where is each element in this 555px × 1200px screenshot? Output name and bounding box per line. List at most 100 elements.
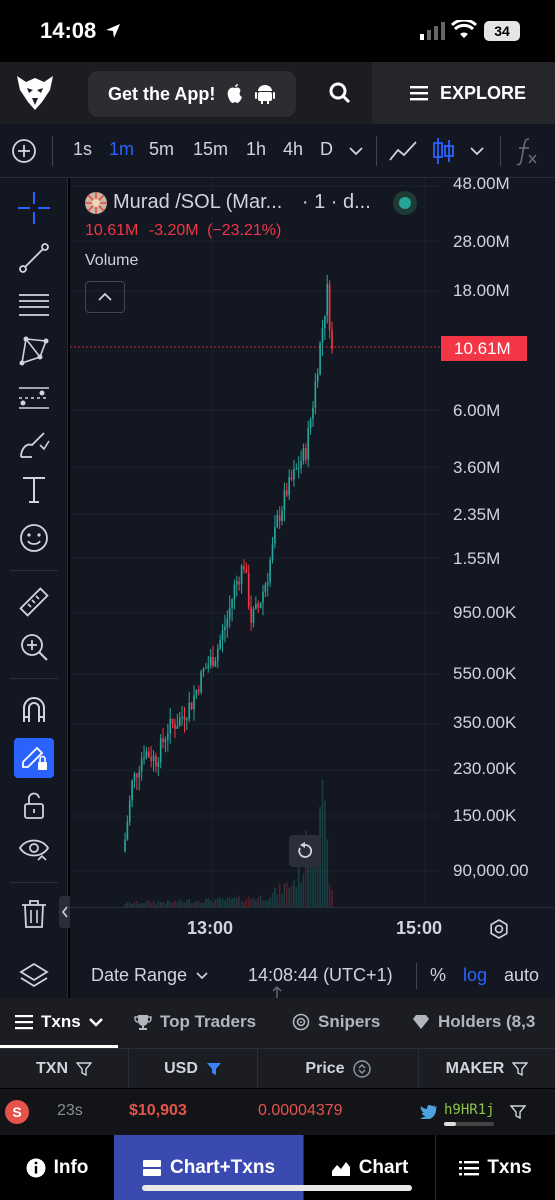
candle-body	[331, 329, 333, 349]
change-percent: (−23.21%)	[207, 222, 282, 239]
x-axis[interactable]	[70, 907, 555, 908]
filter-icon[interactable]	[76, 1061, 92, 1077]
pencil-lock-icon	[22, 746, 47, 770]
crosshair-icon	[18, 192, 50, 224]
forecast-tool[interactable]	[14, 378, 54, 418]
remove-drawings-tool[interactable]	[14, 894, 54, 934]
pattern-tool[interactable]	[14, 331, 54, 371]
percent-scale-toggle[interactable]: %	[430, 965, 447, 985]
zoom-tool[interactable]	[14, 627, 54, 667]
volume-bar	[276, 894, 279, 907]
column-header-price[interactable]: Price	[258, 1049, 419, 1088]
candle-body	[140, 758, 143, 772]
sell-badge: S	[5, 1100, 29, 1124]
column-header-txn[interactable]: TXN	[0, 1049, 129, 1088]
volume-bar	[164, 903, 167, 907]
search-icon[interactable]	[328, 81, 352, 105]
candle-body	[133, 773, 136, 781]
volume-bar	[219, 898, 222, 907]
candle-body	[283, 490, 286, 511]
chart-symbol[interactable]: Murad /SOL (Mar... · 1 · d...	[113, 191, 371, 214]
object-tree-tool[interactable]	[14, 956, 54, 996]
collapse-toolbar-handle[interactable]	[59, 896, 71, 928]
explore-button[interactable]: EXPLORE	[372, 62, 555, 124]
chart-toolbar: 1s 1m 5m 15m 1h 4h D	[0, 124, 555, 178]
candle-body	[328, 284, 331, 330]
interval-1s[interactable]: 1s	[73, 139, 93, 159]
volume-bar	[281, 893, 283, 907]
chart-canvas[interactable]	[70, 178, 555, 998]
auto-scale-toggle[interactable]: auto	[504, 965, 540, 985]
add-symbol-icon[interactable]	[11, 138, 37, 164]
crosshair-tool[interactable]	[14, 188, 54, 228]
clock-timezone[interactable]: 14:08:44 (UTC+1)	[248, 965, 393, 985]
text-icon	[23, 477, 45, 503]
nav-txns[interactable]: Txns	[436, 1135, 555, 1200]
candle-body	[207, 665, 210, 669]
magnet-tool[interactable]	[14, 690, 54, 730]
reset-chart-button[interactable]	[289, 835, 321, 867]
fib-retracement-icon	[19, 294, 49, 316]
indicators-fx-icon[interactable]	[515, 136, 539, 166]
candle-body	[214, 660, 217, 667]
crosshair-target-icon	[292, 1013, 310, 1031]
get-app-button[interactable]: Get the App!	[88, 71, 296, 117]
nav-chart[interactable]: Chart	[304, 1135, 435, 1200]
chart-settings-icon[interactable]	[488, 918, 510, 940]
tab-txns[interactable]: Txns	[15, 1012, 103, 1032]
volume-bar	[316, 842, 319, 907]
twitter-icon[interactable]	[420, 1104, 438, 1119]
interval-15m[interactable]: 15m	[193, 139, 229, 159]
volume-bar	[162, 902, 164, 907]
interval-1m[interactable]: 1m	[109, 139, 135, 159]
tab-top-traders[interactable]: Top Traders	[134, 1012, 256, 1032]
candle-body	[169, 718, 172, 734]
volume-legend[interactable]: Volume	[85, 252, 139, 269]
tab-snipers[interactable]: Snipers	[292, 1012, 380, 1032]
candle-body	[319, 342, 321, 375]
column-header-usd[interactable]: USD	[129, 1049, 258, 1088]
candle-body	[178, 717, 181, 726]
candles-chart-type-icon[interactable]	[432, 137, 454, 165]
collapse-legend-button[interactable]	[85, 281, 125, 313]
volume-bar	[326, 839, 329, 907]
list-icon	[15, 1015, 33, 1030]
interval-chevron-down-icon[interactable]	[349, 147, 363, 156]
volume-bar	[259, 895, 262, 907]
candle-body	[197, 689, 200, 693]
unlock-tool[interactable]	[14, 785, 54, 825]
date-range-button[interactable]: Date Range	[91, 965, 208, 986]
lock-drawing-tool[interactable]	[14, 738, 54, 778]
txn-table-header: TXN USD Price MAKER	[0, 1049, 555, 1088]
column-header-maker[interactable]: MAKER	[419, 1049, 555, 1088]
nav-info[interactable]: Info	[0, 1135, 114, 1200]
fib-retracement-tool[interactable]	[14, 285, 54, 325]
emoji-tool[interactable]	[14, 518, 54, 558]
candle-body	[157, 762, 160, 767]
tab-holders[interactable]: Holders (8,3	[412, 1012, 555, 1032]
candle-body	[176, 725, 179, 729]
visibility-tool[interactable]	[14, 830, 54, 870]
ruler-tool[interactable]	[14, 582, 54, 622]
volume-bar	[212, 902, 214, 907]
volume-bar	[252, 898, 255, 907]
line-chart-type-icon[interactable]	[388, 138, 418, 164]
interval-d[interactable]: D	[320, 139, 333, 159]
filter-icon[interactable]	[512, 1061, 529, 1077]
interval-5m[interactable]: 5m	[149, 139, 175, 159]
eagle-logo-icon[interactable]	[14, 72, 56, 114]
chart-type-chevron-down-icon[interactable]	[470, 147, 484, 156]
interval-1h[interactable]: 1h	[246, 139, 267, 159]
text-tool[interactable]	[14, 470, 54, 510]
log-scale-toggle[interactable]: log	[463, 965, 488, 985]
filter-active-icon[interactable]	[206, 1061, 222, 1077]
table-row[interactable]: S 23s $10,903 0.00004379 h9HR1j	[0, 1089, 555, 1135]
filter-icon[interactable]	[510, 1104, 526, 1120]
txn-maker[interactable]: h9HR1j	[444, 1102, 495, 1118]
swap-icon[interactable]	[352, 1059, 371, 1078]
y-tick-label: 950.00K	[453, 603, 517, 622]
volume-bar	[200, 902, 202, 907]
brush-tool[interactable]	[14, 425, 54, 465]
interval-4h[interactable]: 4h	[283, 139, 304, 159]
trend-line-tool[interactable]	[14, 238, 54, 278]
